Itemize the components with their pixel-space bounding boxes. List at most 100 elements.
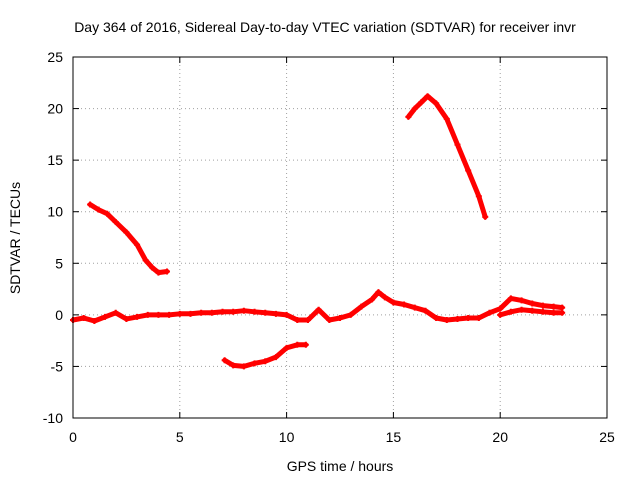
data-point — [283, 311, 290, 318]
data-point — [433, 100, 440, 107]
data-point — [80, 314, 87, 321]
data-point — [401, 301, 408, 308]
series-negative-arc — [221, 341, 309, 370]
series-near-zero-band — [70, 289, 566, 325]
data-point — [294, 341, 301, 348]
data-point — [230, 308, 237, 315]
data-point — [497, 311, 504, 318]
data-point — [411, 304, 418, 311]
data-point — [347, 311, 354, 318]
x-axis-label: GPS time / hours — [287, 458, 394, 474]
y-tick-label: 0 — [55, 307, 63, 323]
data-point — [358, 303, 365, 310]
data-point — [454, 315, 461, 322]
data-point — [230, 362, 237, 369]
series-line — [70, 289, 565, 324]
data-point — [529, 307, 536, 314]
data-point — [381, 294, 388, 301]
data-point — [475, 193, 482, 200]
grid-lines — [72, 56, 608, 419]
tick-labels: 0 5 10 15 20 25 -10 -5 0 5 10 15 20 25 — [43, 49, 615, 445]
x-tick-label: 0 — [69, 429, 77, 445]
data-point — [424, 93, 431, 100]
series-upper-band-late — [497, 306, 566, 318]
data-point — [304, 317, 311, 324]
series-peak-arc — [405, 93, 489, 220]
data-point — [422, 307, 429, 314]
data-point — [163, 268, 170, 275]
data-point — [112, 309, 119, 316]
data-point — [518, 297, 525, 304]
data-point — [240, 363, 247, 370]
plot-frame — [72, 56, 608, 419]
data-point — [240, 307, 247, 314]
y-tick-label: -5 — [51, 358, 64, 374]
data-point — [559, 304, 566, 311]
data-point — [221, 357, 228, 364]
y-axis-label: SDTVAR / TECUs — [7, 182, 23, 294]
data-point — [302, 341, 309, 348]
data-point — [507, 295, 514, 302]
data-point — [411, 105, 418, 112]
series-line — [87, 202, 170, 276]
y-tick-label: -10 — [43, 410, 63, 426]
data-point — [375, 289, 382, 296]
data-point — [219, 308, 226, 315]
y-tick-label: 25 — [47, 49, 63, 65]
data-point — [443, 317, 450, 324]
data-point — [405, 113, 412, 120]
x-tick-label: 10 — [279, 429, 295, 445]
data-point — [166, 311, 173, 318]
data-point — [433, 314, 440, 321]
data-point — [149, 264, 156, 271]
data-series — [70, 93, 566, 370]
data-point — [87, 201, 94, 208]
data-point — [465, 314, 472, 321]
data-point — [369, 296, 376, 303]
data-point — [507, 308, 514, 315]
x-tick-label: 5 — [176, 429, 184, 445]
data-point — [91, 318, 98, 325]
x-tick-label: 20 — [492, 429, 508, 445]
data-point — [559, 309, 566, 316]
y-tick-label: 20 — [47, 101, 63, 117]
y-tick-label: 5 — [55, 255, 63, 271]
data-point — [142, 257, 149, 264]
data-point — [112, 219, 119, 226]
data-point — [529, 300, 536, 307]
data-point — [326, 317, 333, 324]
data-point — [539, 302, 546, 309]
chart-title: Day 364 of 2016, Sidereal Day-to-day VTE… — [74, 19, 576, 35]
data-point — [497, 305, 504, 312]
data-point — [95, 206, 102, 213]
data-point — [337, 314, 343, 321]
x-tick-label: 15 — [386, 429, 402, 445]
series-line — [405, 93, 488, 220]
data-point — [294, 317, 301, 324]
data-point — [176, 310, 183, 317]
data-point — [208, 309, 215, 316]
data-point — [134, 241, 141, 248]
data-point — [443, 115, 450, 122]
x-tick-label: 25 — [599, 429, 615, 445]
data-point — [262, 309, 269, 316]
y-tick-label: 10 — [47, 204, 63, 220]
data-point — [283, 344, 290, 351]
data-point — [104, 210, 111, 217]
y-tick-label: 15 — [47, 152, 63, 168]
data-point — [251, 308, 258, 315]
data-point — [390, 299, 397, 306]
data-point — [475, 314, 482, 321]
data-point — [155, 269, 162, 276]
data-point — [418, 99, 425, 106]
data-point — [550, 303, 557, 310]
data-point — [315, 306, 322, 313]
data-point — [123, 315, 130, 322]
data-point — [134, 313, 141, 320]
data-point — [272, 310, 279, 317]
data-point — [144, 311, 151, 318]
data-point — [262, 358, 269, 365]
data-point — [251, 360, 258, 367]
data-point — [518, 306, 525, 313]
